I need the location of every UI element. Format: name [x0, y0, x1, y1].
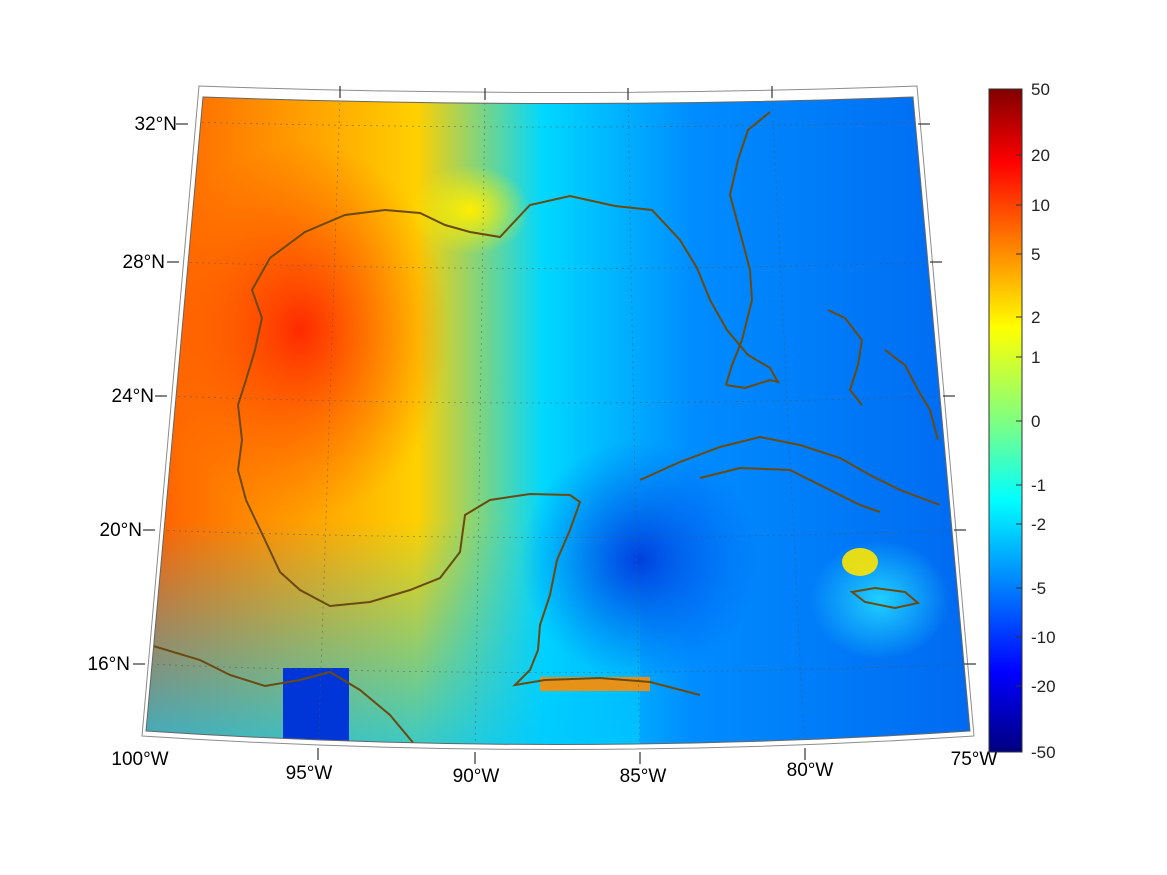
colorbar-tick-label: 1 — [1031, 348, 1040, 367]
colorbar-tick-label: -50 — [1031, 743, 1056, 762]
lon-label-80w: 80°W — [787, 760, 834, 781]
lat-label-20n: 20°N — [100, 520, 142, 541]
colorbar-tick-label: -2 — [1031, 515, 1046, 534]
colorbar-tick-label: 0 — [1031, 412, 1040, 431]
coastlines — [149, 111, 941, 745]
colorbar-tick-label: 50 — [1031, 80, 1050, 99]
colorbar-tick-label: -5 — [1031, 579, 1046, 598]
colorbar-tick-label: 2 — [1031, 308, 1040, 327]
longitude-labels: 100°W 95°W 90°W 85°W 80°W 75°W — [111, 749, 997, 787]
graticule — [146, 97, 969, 745]
lon-label-85w: 85°W — [620, 766, 667, 787]
map-frame — [141, 85, 975, 750]
colorbar-tick-label: -10 — [1031, 628, 1056, 647]
lat-label-28n: 28°N — [123, 252, 165, 273]
colorbar-tick-label: -20 — [1031, 677, 1056, 696]
lat-label-16n: 16°N — [88, 654, 130, 675]
lon-label-95w: 95°W — [286, 763, 333, 784]
colorbar-tick-label: 5 — [1031, 245, 1040, 264]
lon-label-100w: 100°W — [111, 749, 168, 770]
lat-label-24n: 24°N — [112, 386, 154, 407]
lon-label-90w: 90°W — [453, 766, 500, 787]
lon-label-75w: 75°W — [951, 749, 998, 770]
tick-marks — [133, 86, 976, 764]
colorbar-tick-label: 10 — [1031, 196, 1050, 215]
latitude-labels: 32°N 28°N 24°N 20°N 16°N — [88, 114, 177, 675]
colorbar-tick-label: 20 — [1031, 146, 1050, 165]
colorbar-tick-label: -1 — [1031, 476, 1046, 495]
lat-label-32n: 32°N — [135, 114, 177, 135]
